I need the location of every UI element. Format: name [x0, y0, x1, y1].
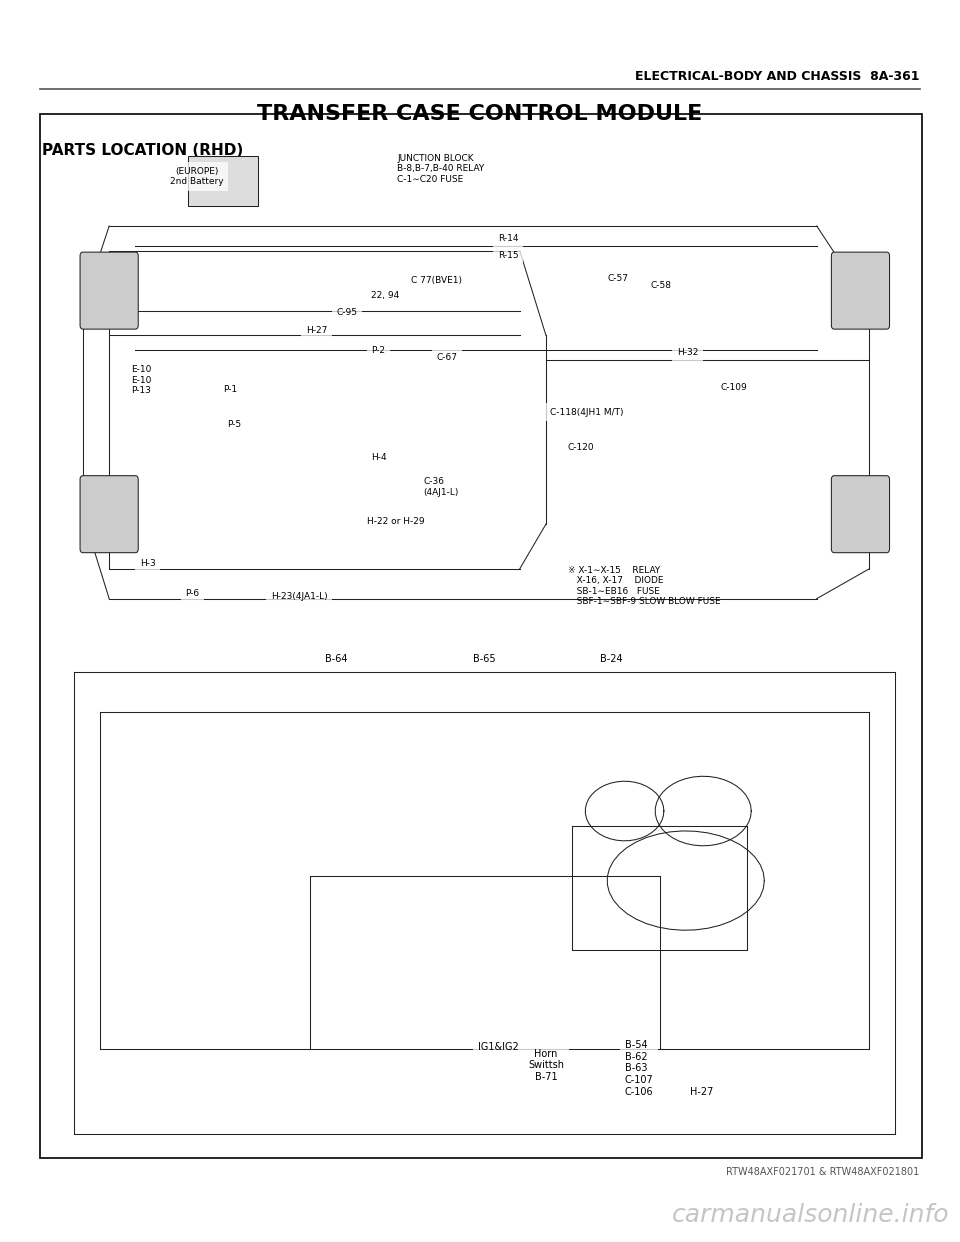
Text: P-5: P-5	[228, 420, 241, 430]
Text: C-67: C-67	[437, 353, 458, 363]
Text: C-118(4JH1 M/T): C-118(4JH1 M/T)	[550, 407, 624, 417]
Text: E-10
E-10
P-13: E-10 E-10 P-13	[131, 365, 152, 395]
Text: Horn
Swittsh
B-71: Horn Swittsh B-71	[528, 1048, 564, 1082]
Text: TRANSFER CASE CONTROL MODULE: TRANSFER CASE CONTROL MODULE	[257, 104, 703, 124]
Text: IG1&IG2: IG1&IG2	[477, 1042, 518, 1052]
Text: ※ X-1∼X-15    RELAY
   X-16, X-17    DIODE
   SB-1∼EB16   FUSE
   SBF-1∼SBF-9 SL: ※ X-1∼X-15 RELAY X-16, X-17 DIODE SB-1∼E…	[567, 566, 720, 606]
Text: H-27: H-27	[305, 325, 327, 335]
Text: R-15: R-15	[498, 251, 518, 261]
Text: 22, 94: 22, 94	[372, 291, 399, 301]
Text: C-109: C-109	[721, 383, 748, 392]
Text: H-23(4JA1-L): H-23(4JA1-L)	[271, 591, 327, 601]
Text: C-95: C-95	[336, 308, 357, 318]
Text: C-36
(4AJ1-L): C-36 (4AJ1-L)	[423, 477, 459, 497]
Text: carmanualsonline.info: carmanualsonline.info	[672, 1202, 949, 1227]
Text: RTW48AXF021701 & RTW48AXF021801: RTW48AXF021701 & RTW48AXF021801	[727, 1167, 920, 1177]
Text: R-14: R-14	[498, 233, 518, 243]
Text: (EUROPE)
2nd Battery: (EUROPE) 2nd Battery	[170, 166, 224, 186]
Bar	[40, 114, 922, 1158]
Text: C-58: C-58	[651, 281, 672, 291]
Text: B-65: B-65	[473, 655, 496, 664]
Text: C-120: C-120	[567, 442, 594, 452]
Text: JUNCTION BLOCK
B-8,B-7,B-40 RELAY
C-1∼C20 FUSE: JUNCTION BLOCK B-8,B-7,B-40 RELAY C-1∼C2…	[397, 154, 485, 184]
Text: PARTS LOCATION (RHD): PARTS LOCATION (RHD)	[42, 143, 244, 158]
Text: ELECTRICAL-BODY AND CHASSIS  8A-361: ELECTRICAL-BODY AND CHASSIS 8A-361	[636, 71, 920, 83]
Text: H-32: H-32	[677, 348, 698, 358]
Bar	[188, 156, 257, 206]
FancyBboxPatch shape	[80, 252, 138, 329]
Text: C-57: C-57	[607, 273, 628, 283]
Text: H-27: H-27	[690, 1087, 713, 1097]
FancyBboxPatch shape	[80, 476, 138, 553]
Text: H-3: H-3	[140, 559, 156, 569]
Text: B-54
B-62
B-63
C-107
C-106: B-54 B-62 B-63 C-107 C-106	[625, 1041, 654, 1097]
FancyBboxPatch shape	[831, 476, 890, 553]
Text: H-22 or H-29: H-22 or H-29	[367, 517, 424, 527]
Text: B-64: B-64	[325, 655, 348, 664]
Text: P-2: P-2	[372, 345, 385, 355]
Text: P-6: P-6	[185, 589, 200, 599]
Text: P-1: P-1	[223, 385, 237, 395]
Text: H-4: H-4	[372, 452, 387, 462]
FancyBboxPatch shape	[831, 252, 890, 329]
Text: B-24: B-24	[600, 655, 623, 664]
Text: C 77(BVE1): C 77(BVE1)	[411, 276, 462, 286]
